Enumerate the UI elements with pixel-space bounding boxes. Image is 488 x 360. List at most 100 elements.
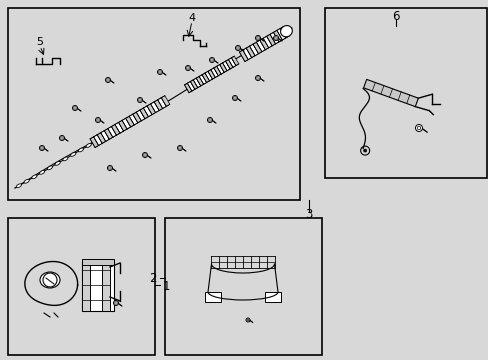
Bar <box>204 292 221 302</box>
Bar <box>102 261 110 311</box>
Circle shape <box>207 117 212 122</box>
Polygon shape <box>363 79 418 107</box>
Polygon shape <box>231 56 238 66</box>
Bar <box>82 261 114 311</box>
Ellipse shape <box>55 161 60 165</box>
Circle shape <box>235 45 240 50</box>
Polygon shape <box>184 83 191 93</box>
Ellipse shape <box>40 272 60 288</box>
Circle shape <box>40 145 44 150</box>
Text: 6: 6 <box>391 9 399 22</box>
Ellipse shape <box>62 157 68 161</box>
Polygon shape <box>252 42 262 54</box>
Polygon shape <box>193 78 200 87</box>
Ellipse shape <box>70 153 76 156</box>
Circle shape <box>60 135 64 140</box>
Polygon shape <box>239 50 248 62</box>
Circle shape <box>107 166 112 171</box>
Circle shape <box>255 76 260 81</box>
Circle shape <box>273 36 278 40</box>
Ellipse shape <box>47 166 52 170</box>
Polygon shape <box>245 46 255 58</box>
Polygon shape <box>90 137 99 148</box>
Circle shape <box>177 145 182 150</box>
Polygon shape <box>108 126 116 137</box>
Bar <box>164 218 321 355</box>
Circle shape <box>185 66 190 71</box>
Ellipse shape <box>280 26 292 37</box>
Text: 4: 4 <box>188 13 195 23</box>
Ellipse shape <box>40 170 44 174</box>
Polygon shape <box>243 48 251 60</box>
Polygon shape <box>256 40 265 52</box>
Polygon shape <box>158 98 166 108</box>
Bar <box>82 261 90 311</box>
Circle shape <box>209 58 214 63</box>
Circle shape <box>255 36 260 40</box>
Polygon shape <box>97 133 105 143</box>
Ellipse shape <box>78 148 83 152</box>
Polygon shape <box>104 129 113 139</box>
Ellipse shape <box>86 144 91 147</box>
Polygon shape <box>101 131 109 141</box>
Polygon shape <box>207 69 215 79</box>
Polygon shape <box>273 30 282 42</box>
Circle shape <box>137 98 142 103</box>
Polygon shape <box>161 96 169 107</box>
Polygon shape <box>136 110 144 121</box>
Text: 5: 5 <box>37 37 43 47</box>
Polygon shape <box>219 63 226 72</box>
Polygon shape <box>190 80 197 89</box>
Polygon shape <box>276 28 285 40</box>
Polygon shape <box>143 106 152 117</box>
Circle shape <box>142 153 147 157</box>
Circle shape <box>232 95 237 100</box>
Bar <box>8 218 155 355</box>
Polygon shape <box>280 26 288 38</box>
Polygon shape <box>225 59 232 69</box>
Polygon shape <box>249 44 258 56</box>
Polygon shape <box>263 36 272 48</box>
Polygon shape <box>202 73 209 82</box>
Text: 3: 3 <box>305 208 312 221</box>
Polygon shape <box>122 118 130 129</box>
Circle shape <box>113 301 118 306</box>
Text: 2: 2 <box>149 271 157 284</box>
Circle shape <box>245 318 249 322</box>
Polygon shape <box>140 108 148 119</box>
Polygon shape <box>129 114 138 125</box>
Polygon shape <box>222 61 229 71</box>
Polygon shape <box>154 100 163 111</box>
Polygon shape <box>115 122 123 133</box>
Ellipse shape <box>32 175 37 179</box>
Polygon shape <box>199 75 206 84</box>
Bar <box>8 8 299 200</box>
Polygon shape <box>133 112 141 123</box>
Text: 1: 1 <box>163 279 170 292</box>
Polygon shape <box>259 38 268 50</box>
Polygon shape <box>213 66 221 76</box>
Circle shape <box>415 125 422 131</box>
Polygon shape <box>150 102 159 113</box>
Bar <box>325 8 486 178</box>
Circle shape <box>157 69 162 75</box>
Circle shape <box>105 77 110 82</box>
Polygon shape <box>228 58 235 67</box>
Circle shape <box>363 149 366 152</box>
Ellipse shape <box>24 179 29 183</box>
Polygon shape <box>266 34 275 46</box>
Bar <box>264 292 281 302</box>
Circle shape <box>95 117 101 122</box>
Polygon shape <box>118 120 127 131</box>
Bar <box>82 259 114 265</box>
Polygon shape <box>111 125 120 135</box>
Circle shape <box>72 105 77 111</box>
Polygon shape <box>216 64 224 74</box>
Polygon shape <box>204 71 212 81</box>
Polygon shape <box>196 76 203 86</box>
Polygon shape <box>269 32 279 44</box>
Ellipse shape <box>16 184 21 188</box>
Polygon shape <box>210 68 218 77</box>
Polygon shape <box>93 135 102 145</box>
Polygon shape <box>187 81 194 91</box>
